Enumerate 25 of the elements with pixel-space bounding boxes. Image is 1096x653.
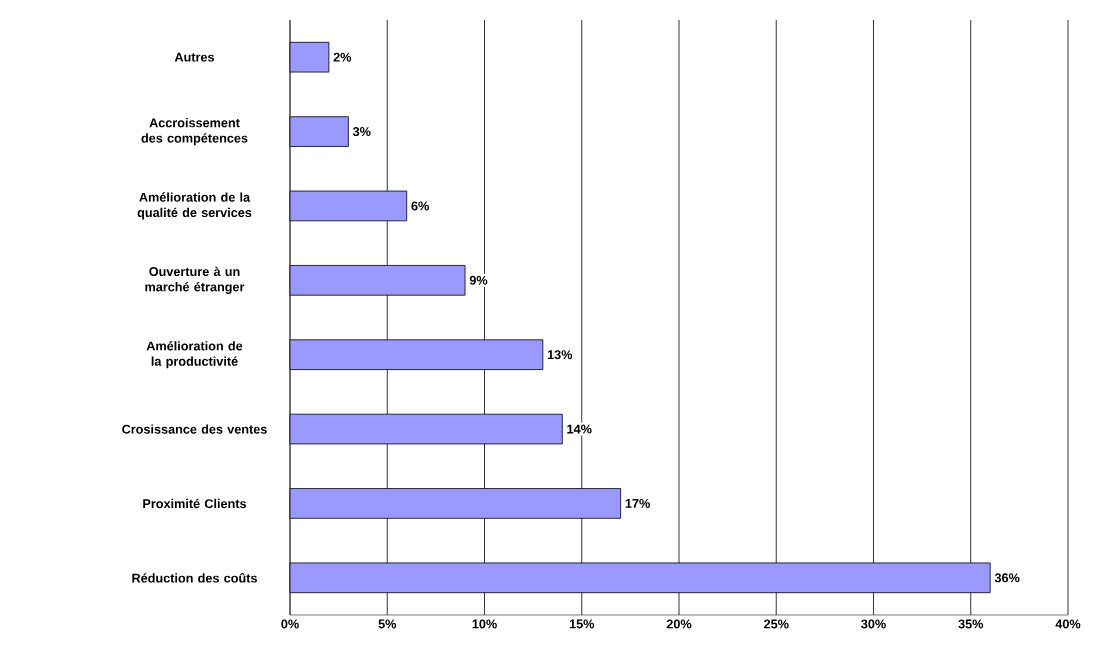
- x-tick-label: 20%: [666, 619, 692, 629]
- y-tick-label: Amélioration de la productivité: [146, 341, 243, 369]
- data-label: 36%: [994, 573, 1020, 583]
- x-tick-label: 35%: [958, 619, 984, 629]
- x-tick-label: 10%: [472, 619, 497, 629]
- data-label: 13%: [547, 350, 573, 360]
- y-tick-label: Amélioration de la qualité de services: [137, 192, 252, 220]
- y-tick-label: Réduction des coûts: [132, 573, 257, 583]
- data-label: 9%: [469, 275, 488, 285]
- y-tick-label: Ouverture à un marché étranger: [145, 266, 245, 294]
- x-tick-label: 5%: [378, 619, 397, 629]
- x-tick-label: 15%: [569, 619, 595, 629]
- data-label: 14%: [567, 424, 592, 434]
- x-tick-label: 0%: [281, 619, 299, 629]
- y-tick-label: Crosissance des ventes: [122, 424, 267, 434]
- data-label: 2%: [333, 52, 352, 62]
- data-label: 3%: [352, 127, 371, 137]
- data-label: 17%: [625, 498, 650, 508]
- x-tick-label: 40%: [1055, 619, 1081, 629]
- x-tick-label: 30%: [861, 619, 886, 629]
- y-tick-label: Autres: [174, 52, 215, 62]
- x-tick-label: 25%: [764, 619, 789, 629]
- y-tick-label: Proximité Clients: [143, 498, 247, 509]
- y-tick-label: Accroissement des compétences: [141, 118, 248, 146]
- data-label: 6%: [411, 201, 429, 211]
